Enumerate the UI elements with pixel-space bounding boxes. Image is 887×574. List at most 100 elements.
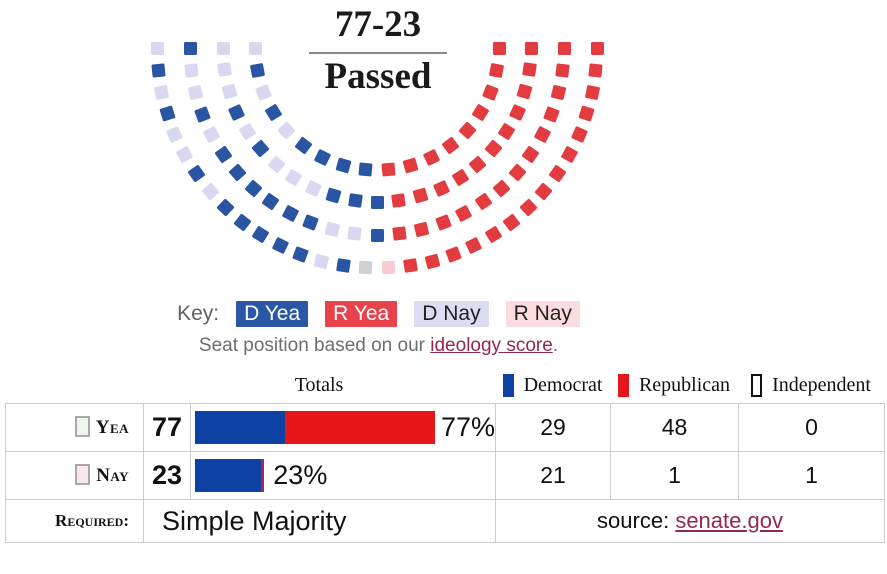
key-badge-r-yea: R Yea — [325, 301, 398, 327]
bar-segment — [264, 459, 268, 492]
seat-dn — [238, 122, 257, 141]
source-cell: source: senate.gov — [495, 499, 885, 543]
yea-label-cell: Yea — [5, 403, 144, 452]
independent-flag-icon — [751, 373, 763, 397]
seat-ry — [424, 253, 441, 269]
seat-dy — [370, 228, 384, 242]
nay-democrat-count: 21 — [495, 451, 611, 500]
seat-ry — [402, 157, 419, 174]
seat-ry — [412, 187, 429, 204]
seat-dn — [221, 83, 238, 100]
seat-ry — [391, 193, 407, 208]
bar-segment — [195, 459, 262, 492]
seat-dn — [267, 155, 286, 174]
seat-dy — [183, 41, 197, 55]
ideology-caption: Seat position based on our ideology scor… — [0, 335, 757, 357]
seat-dn — [216, 41, 230, 55]
seat-rn — [381, 260, 395, 275]
seat-dy — [313, 148, 332, 166]
seat-dy — [347, 193, 363, 208]
seat-dy — [264, 103, 283, 122]
yea-bar — [195, 411, 435, 444]
nay-percent: 23% — [273, 460, 328, 490]
seat-ry — [534, 182, 554, 201]
yea-row: Yea 77 77% 29 48 0 — [5, 403, 885, 452]
seat-dn — [184, 63, 199, 78]
seat-dn — [304, 179, 322, 197]
nay-bar — [195, 459, 268, 492]
seat-ry — [584, 84, 601, 100]
vote-result-title: 77-23 Passed — [268, 0, 488, 98]
yea-bar-cell: 77% — [190, 403, 496, 452]
seat-dy — [216, 198, 235, 217]
seat-dy — [336, 258, 352, 273]
seat-dn — [284, 168, 303, 187]
yea-label: Yea — [95, 417, 129, 438]
seat-dy — [150, 63, 166, 78]
seat-ry — [519, 198, 538, 217]
seat-dy — [193, 105, 211, 123]
seat-dy — [358, 162, 373, 177]
seat-dy — [302, 214, 320, 232]
seat-in — [359, 260, 373, 275]
seat-dy — [251, 225, 270, 244]
nay-independent-count: 1 — [738, 451, 885, 500]
key-label: Key: — [177, 302, 220, 325]
table-header: Totals Democrat Republican Independent — [5, 367, 887, 403]
seat-ry — [521, 145, 540, 164]
seat-ry — [422, 148, 441, 166]
seat-dy — [294, 136, 313, 155]
seat-ry — [471, 103, 490, 122]
ideology-score-link[interactable]: ideology score — [430, 335, 553, 356]
seat-ry — [588, 63, 604, 78]
key-badge-d-nay: D Nay — [414, 301, 489, 327]
seat-ry — [455, 204, 473, 223]
seat-ry — [434, 214, 452, 232]
vote-totals-table: Yea 77 77% 29 48 0 Nay 23 23% 21 1 1 Req… — [5, 403, 885, 543]
nay-ballot-icon — [75, 464, 91, 485]
source-label: source: — [597, 508, 676, 533]
seat-ry — [508, 103, 526, 121]
seat-ry — [484, 225, 503, 244]
bar-segment — [261, 459, 265, 492]
seat-ry — [474, 192, 493, 211]
seat-dn — [248, 41, 262, 55]
seat-dn — [313, 253, 330, 269]
seat-ry — [497, 122, 516, 141]
header-republican: Republican — [610, 373, 738, 397]
republican-flag-icon — [617, 373, 629, 397]
seat-ry — [468, 155, 487, 174]
seat-ry — [458, 121, 477, 140]
yea-independent-count: 0 — [738, 403, 885, 452]
seat-ry — [507, 162, 527, 182]
senate-gov-link[interactable]: senate.gov — [675, 508, 783, 533]
seat-ry — [522, 62, 537, 78]
seat-dy — [370, 195, 384, 209]
caption-text: Seat position based on our — [198, 335, 431, 356]
seat-ry — [381, 162, 396, 177]
seat-dn — [166, 126, 184, 144]
header-independent: Independent — [738, 373, 884, 397]
seat-dy — [325, 187, 342, 204]
yea-total: 77 — [143, 403, 191, 452]
caption-period: . — [552, 335, 559, 356]
seat-ry — [570, 126, 588, 144]
seat-ry — [533, 126, 552, 144]
seat-dy — [249, 62, 265, 78]
seat-dn — [217, 62, 232, 78]
seat-ry — [543, 105, 561, 123]
seat-dn — [187, 84, 204, 101]
seat-ry — [524, 41, 538, 55]
seat-ry — [392, 226, 407, 241]
seat-dy — [243, 178, 263, 198]
seat-dy — [158, 105, 176, 123]
nay-total: 23 — [143, 451, 191, 500]
seat-diagram: 77-23 Passed — [150, 0, 604, 275]
vote-outcome: Passed — [324, 56, 432, 97]
seat-dn — [153, 84, 170, 100]
seat-dy — [228, 103, 246, 121]
seat-dn — [347, 226, 362, 241]
seat-ry — [484, 139, 503, 158]
seat-ry — [590, 41, 604, 55]
seat-ry — [502, 212, 521, 232]
